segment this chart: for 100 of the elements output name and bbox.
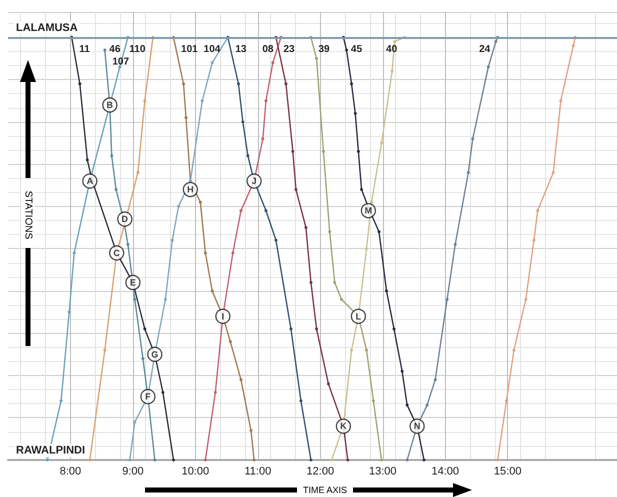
point	[78, 82, 82, 86]
point	[291, 150, 294, 153]
point	[182, 82, 186, 86]
series-label: 101	[181, 44, 198, 55]
point	[512, 348, 516, 352]
annotation: N	[414, 421, 420, 432]
x-tick-label: 10:00	[182, 466, 210, 478]
point	[496, 458, 500, 462]
series-label: 110	[129, 44, 146, 55]
point	[328, 230, 332, 234]
point	[315, 327, 318, 330]
point	[204, 251, 207, 254]
point	[393, 40, 396, 44]
annotation: G	[151, 349, 158, 360]
point	[110, 154, 114, 158]
point	[264, 209, 268, 212]
point	[572, 44, 575, 48]
annotation: I	[222, 311, 224, 322]
point	[200, 99, 204, 102]
point	[532, 238, 536, 242]
point	[365, 247, 368, 250]
point	[210, 289, 214, 292]
point	[471, 137, 474, 140]
point	[326, 382, 330, 386]
point	[354, 112, 357, 115]
point	[133, 420, 136, 424]
point	[378, 230, 381, 234]
point	[141, 357, 144, 360]
point	[406, 404, 409, 407]
point	[504, 399, 508, 402]
point	[239, 209, 242, 212]
series-label: 40	[386, 44, 398, 55]
point	[350, 348, 354, 352]
point	[249, 428, 252, 432]
point	[204, 458, 207, 462]
point	[133, 298, 136, 301]
point	[68, 310, 71, 314]
point	[370, 200, 374, 204]
point	[246, 154, 250, 158]
annotation: C	[113, 248, 120, 258]
point	[198, 200, 202, 204]
annotation: A	[86, 176, 94, 186]
point	[304, 226, 308, 230]
point	[559, 99, 562, 102]
x-tick-label: 14:00	[431, 466, 459, 478]
x-tick-label: 15:00	[494, 466, 522, 478]
annotation: LALAMUSA	[16, 22, 78, 34]
point	[46, 458, 49, 462]
series-label: 11	[79, 44, 90, 55]
point	[239, 378, 242, 382]
point	[552, 171, 555, 174]
point	[284, 82, 288, 86]
point	[466, 171, 470, 174]
point	[177, 204, 180, 208]
point	[494, 40, 498, 44]
point	[170, 238, 174, 242]
x-axis-title: TIME AXIS	[302, 485, 348, 495]
x-tick-label: 8:00	[60, 466, 82, 478]
series-label: 45	[350, 44, 362, 55]
point	[406, 458, 409, 462]
point	[340, 298, 344, 301]
point	[236, 82, 240, 86]
point	[454, 242, 457, 246]
point	[350, 82, 354, 86]
point	[184, 116, 188, 120]
annotation: RAWALPINDI	[16, 444, 86, 456]
point	[261, 137, 264, 140]
point	[446, 298, 449, 301]
series-label: 24	[479, 44, 491, 55]
point	[264, 99, 268, 102]
annotation: M	[364, 206, 372, 216]
series-label: 08	[262, 44, 274, 55]
annotation: E	[130, 277, 136, 288]
point	[289, 327, 292, 330]
point	[143, 327, 146, 330]
point	[161, 390, 164, 394]
point	[60, 399, 63, 402]
annotation: L	[356, 311, 362, 322]
annotation: F	[145, 392, 152, 402]
point	[356, 150, 360, 153]
point	[372, 399, 375, 402]
point	[524, 298, 528, 301]
point	[126, 242, 130, 246]
annotation: J	[252, 176, 257, 186]
annotation: B	[106, 100, 114, 110]
point	[241, 120, 244, 124]
point	[252, 458, 256, 462]
x-tick-label: 12:00	[306, 466, 334, 478]
point	[88, 458, 92, 462]
series-label: 23	[283, 44, 296, 55]
series-label: 46	[109, 44, 121, 55]
y-axis-title: STATIONS	[22, 190, 34, 240]
point	[143, 99, 146, 102]
annotation: D	[122, 214, 129, 224]
point	[271, 61, 274, 64]
point	[365, 348, 368, 352]
point	[346, 458, 350, 462]
series-label: 104	[204, 44, 221, 55]
point	[333, 280, 336, 284]
x-tick-label: 11:00	[244, 466, 272, 478]
